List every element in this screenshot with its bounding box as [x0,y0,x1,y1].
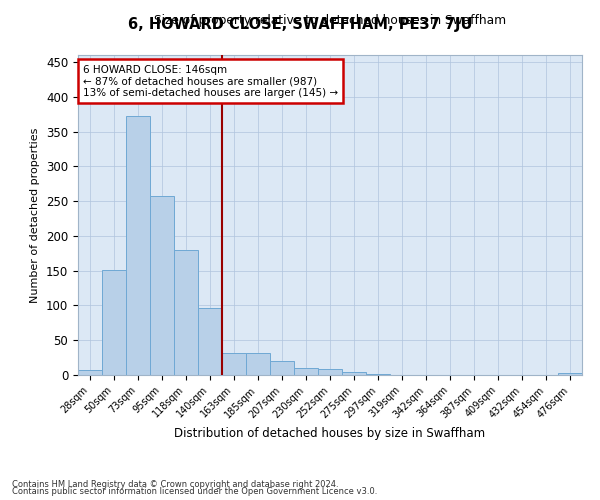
Text: 6 HOWARD CLOSE: 146sqm
← 87% of detached houses are smaller (987)
13% of semi-de: 6 HOWARD CLOSE: 146sqm ← 87% of detached… [83,64,338,98]
Bar [294,368,318,375]
Bar [126,116,150,375]
Bar [222,352,246,375]
Bar [78,370,102,375]
Bar [198,308,222,375]
Bar [318,368,342,375]
Bar [174,250,198,375]
Bar [342,372,366,375]
X-axis label: Distribution of detached houses by size in Swaffham: Distribution of detached houses by size … [175,426,485,440]
Bar [366,374,390,375]
Y-axis label: Number of detached properties: Number of detached properties [31,128,40,302]
Title: Size of property relative to detached houses in Swaffham: Size of property relative to detached ho… [154,14,506,28]
Bar [558,373,582,375]
Text: Contains HM Land Registry data © Crown copyright and database right 2024.: Contains HM Land Registry data © Crown c… [12,480,338,489]
Bar [246,352,270,375]
Text: Contains public sector information licensed under the Open Government Licence v3: Contains public sector information licen… [12,487,377,496]
Text: 6, HOWARD CLOSE, SWAFFHAM, PE37 7JU: 6, HOWARD CLOSE, SWAFFHAM, PE37 7JU [128,18,472,32]
Bar [270,361,294,375]
Bar [150,196,174,375]
Bar [102,270,126,375]
